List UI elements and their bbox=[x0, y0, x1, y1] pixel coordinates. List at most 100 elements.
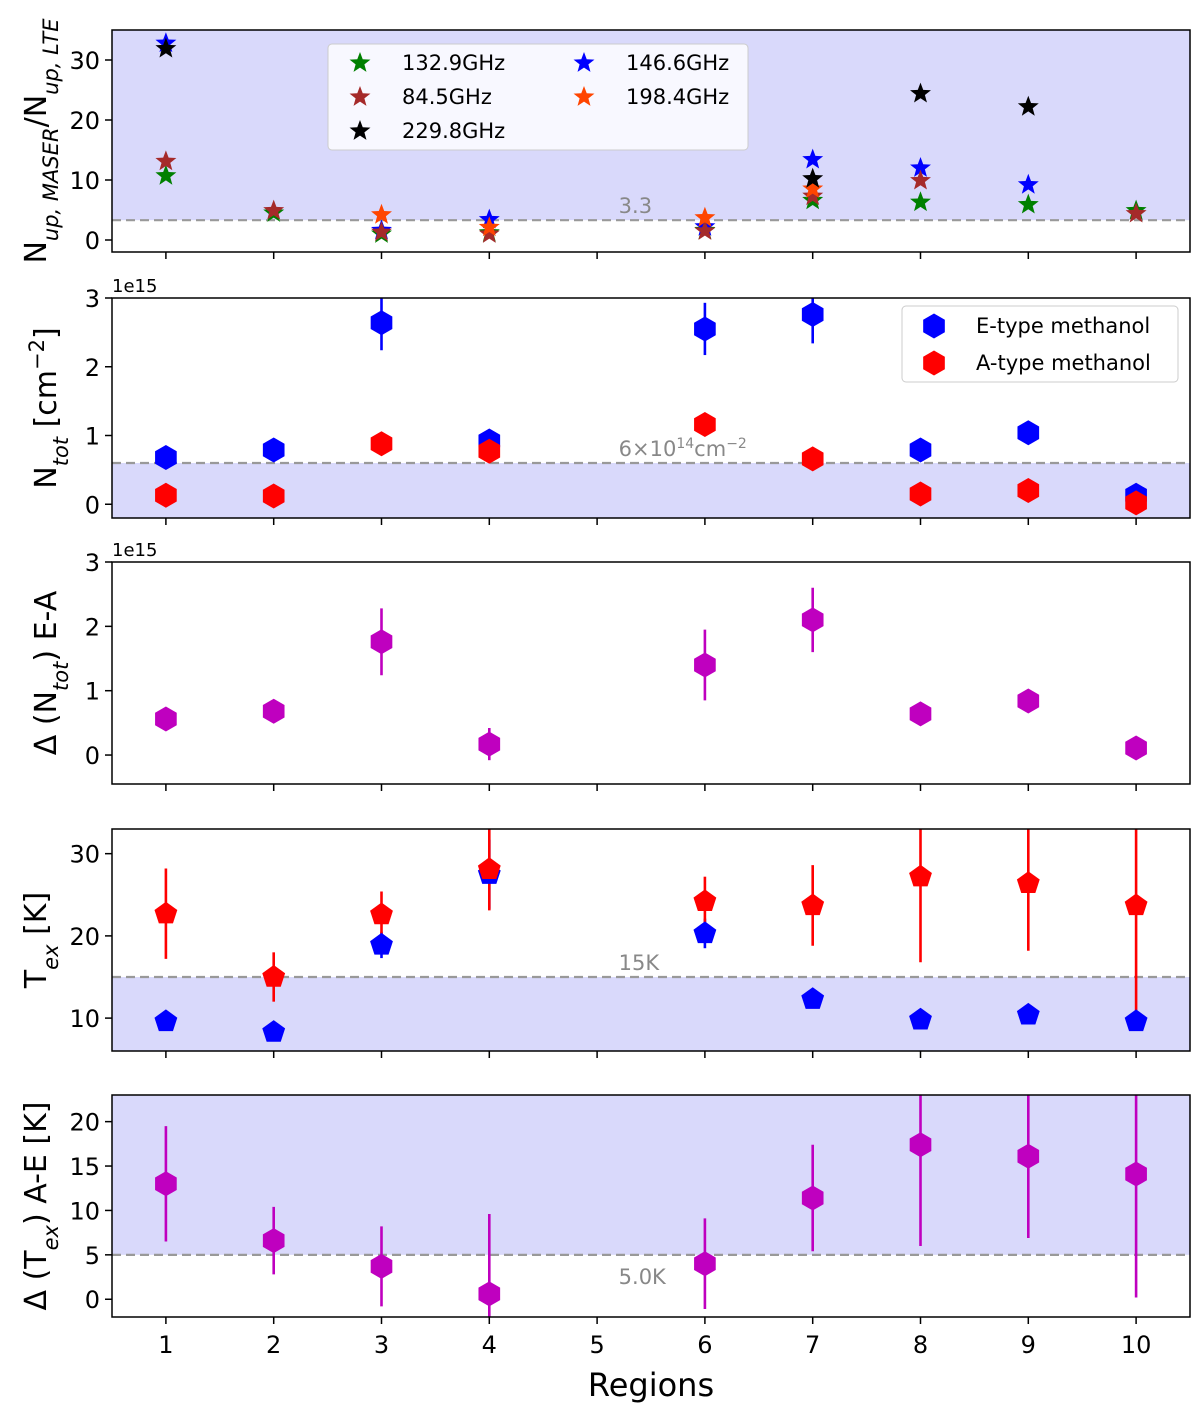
data-point bbox=[263, 199, 285, 220]
legend-marker bbox=[923, 313, 945, 339]
data-points bbox=[154, 829, 1148, 1042]
data-points bbox=[155, 1095, 1147, 1317]
x-tick-label: 10 bbox=[1121, 1331, 1152, 1359]
scale-offset: 1e15 bbox=[112, 540, 157, 561]
data-point bbox=[370, 1253, 393, 1279]
data-point bbox=[478, 731, 501, 757]
data-point bbox=[909, 1007, 932, 1030]
reference-label: 5.0K bbox=[619, 1265, 667, 1289]
data-point bbox=[371, 221, 392, 242]
data-points bbox=[155, 32, 1147, 243]
data-point bbox=[694, 652, 716, 678]
y-ticks: 10 20 30 bbox=[69, 841, 112, 1033]
y-tick-label: 0 bbox=[85, 227, 100, 255]
legend-label: A-type methanol bbox=[976, 351, 1151, 375]
y-tick-label: 15 bbox=[69, 1153, 100, 1181]
data-point bbox=[370, 629, 393, 655]
data-point bbox=[477, 857, 501, 879]
x-tick-label: 6 bbox=[697, 1331, 712, 1359]
data-point bbox=[1017, 1143, 1040, 1169]
data-point bbox=[155, 482, 177, 508]
y-ticks: 0 1 2 3 bbox=[85, 549, 112, 770]
legend-marker bbox=[349, 86, 371, 106]
y-tick-label: 20 bbox=[69, 923, 100, 951]
shaded-area bbox=[112, 977, 1190, 1051]
data-point bbox=[801, 302, 824, 327]
legend-marker bbox=[349, 120, 371, 140]
data-point bbox=[371, 203, 392, 224]
data-point bbox=[262, 1228, 285, 1254]
data-point bbox=[1124, 1009, 1148, 1032]
reference-label: 3.3 bbox=[619, 194, 652, 218]
data-point bbox=[370, 431, 393, 457]
axes-frame bbox=[111, 561, 1191, 785]
y-ticks: 0 10 20 30 bbox=[69, 47, 112, 255]
data-point bbox=[1125, 490, 1147, 516]
data-point bbox=[693, 889, 717, 912]
legend-label: 229.8GHz bbox=[402, 119, 505, 143]
panel-delta-column-density: 0 1 2 3 1e15 Δ (Ntot) E-A bbox=[29, 540, 1191, 791]
data-point bbox=[154, 1009, 178, 1032]
legend-box bbox=[327, 43, 749, 151]
legend-entries: 132.9GHz 146.6GHz 84.5GHz 198.4GHz 229.8GHz bbox=[349, 51, 729, 143]
data-point bbox=[802, 185, 824, 206]
y-tick-label: 0 bbox=[85, 1286, 100, 1314]
data-point bbox=[801, 987, 825, 1009]
shaded-region bbox=[112, 463, 1190, 518]
data-point bbox=[1017, 420, 1040, 446]
data-point bbox=[1017, 478, 1040, 503]
data-point bbox=[802, 178, 824, 198]
data-point bbox=[154, 901, 178, 924]
x-ticks bbox=[165, 518, 1137, 525]
axes-frame bbox=[111, 29, 1191, 253]
data-point bbox=[910, 82, 931, 103]
y-axis-label: Δ (Ntot) E-A bbox=[29, 590, 73, 755]
data-point bbox=[909, 1132, 932, 1158]
y-tick-label: 10 bbox=[69, 1005, 100, 1033]
data-point bbox=[802, 148, 824, 169]
y-ticks: 0 5 10 15 20 bbox=[69, 1109, 112, 1314]
x-ticks bbox=[165, 252, 1137, 259]
y-axis-label: Tex [K] bbox=[19, 892, 63, 989]
legend-entries: E-type methanol A-type methanol bbox=[923, 313, 1151, 376]
data-point bbox=[693, 921, 717, 944]
data-point bbox=[694, 412, 716, 437]
y-tick-label: 1 bbox=[85, 678, 100, 706]
panel-maser-ratio: 3.3 0 10 20 30 Nup, MASER/Nup, LTE 132.9GHz… bbox=[19, 18, 1191, 264]
data-point bbox=[155, 37, 177, 58]
shaded-region bbox=[112, 1095, 1190, 1255]
data-point bbox=[478, 223, 500, 243]
legend-marker bbox=[573, 86, 595, 106]
x-tick-label: 8 bbox=[913, 1331, 928, 1359]
scale-offset: 1e15 bbox=[112, 276, 157, 297]
panel-excitation-temperature: 15K 10 20 30 Tex [K] bbox=[19, 828, 1191, 1058]
data-point bbox=[478, 438, 501, 464]
data-point bbox=[155, 706, 177, 732]
axes-frame bbox=[111, 1094, 1191, 1318]
legend-marker bbox=[923, 350, 945, 376]
data-points bbox=[155, 587, 1147, 761]
legend-label: 198.4GHz bbox=[626, 85, 729, 109]
data-point bbox=[910, 157, 931, 177]
y-tick-label: 20 bbox=[69, 1109, 100, 1137]
data-point bbox=[909, 701, 932, 727]
y-tick-label: 10 bbox=[69, 167, 100, 195]
data-point bbox=[801, 446, 824, 472]
y-tick-label: 20 bbox=[69, 107, 100, 135]
data-point bbox=[801, 893, 825, 916]
data-point bbox=[155, 150, 177, 171]
y-tick-label: 2 bbox=[85, 354, 100, 382]
axes-frame bbox=[111, 828, 1191, 1052]
y-axis-label: Nup, MASER/Nup, LTE bbox=[19, 18, 63, 264]
data-point bbox=[478, 1281, 501, 1307]
data-point bbox=[478, 216, 500, 237]
data-point bbox=[155, 1171, 177, 1197]
data-point bbox=[262, 698, 285, 724]
data-point bbox=[1017, 173, 1039, 194]
y-tick-label: 3 bbox=[85, 285, 100, 313]
data-point bbox=[1017, 193, 1039, 214]
reference-label: 15K bbox=[619, 951, 661, 975]
y-tick-label: 10 bbox=[69, 1197, 100, 1225]
y-tick-label: 0 bbox=[85, 742, 100, 770]
